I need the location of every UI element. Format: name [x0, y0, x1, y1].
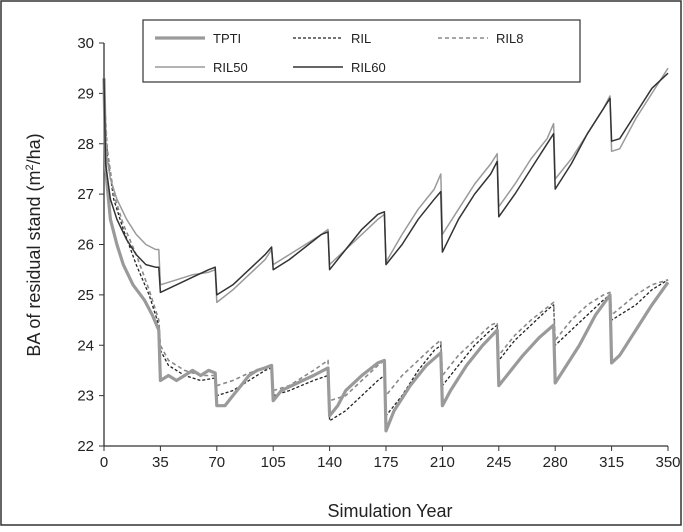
legend-box	[142, 19, 581, 83]
y-tick-label: 28	[77, 136, 94, 153]
legend-label-ril60: RIL60	[351, 60, 386, 75]
y-tick-label: 22	[77, 438, 94, 455]
legend-label-ril: RIL	[351, 31, 371, 46]
series-line-ril60	[103, 72, 669, 296]
legend-label-ril8: RIL8	[496, 31, 523, 46]
y-tick-label: 29	[77, 85, 94, 102]
x-tick-label: 210	[430, 454, 455, 471]
x-tick-label: 315	[599, 454, 624, 471]
x-tick-label: 175	[373, 454, 398, 471]
y-tick-label: 27	[77, 186, 94, 203]
y-tick-label: 24	[77, 337, 94, 354]
x-axis-title: Simulation Year	[327, 501, 452, 521]
x-tick-label: 140	[317, 454, 342, 471]
y-tick-label: 25	[77, 287, 94, 304]
legend: TPTI RIL RIL8 RIL50 RIL60	[142, 19, 581, 83]
x-tick-label: 35	[152, 454, 169, 471]
x-tick-label: 245	[486, 454, 511, 471]
y-axis-title-unit: /ha)	[24, 133, 44, 164]
series-line-tpti	[102, 78, 670, 433]
y-tick-label: 23	[77, 388, 94, 405]
x-tick-label: 70	[208, 454, 225, 471]
x-tick-label: 0	[100, 454, 108, 471]
legend-label-tpti: TPTI	[213, 31, 241, 46]
y-tick-label: 26	[77, 237, 94, 254]
x-tick-label: 350	[655, 454, 680, 471]
y-tick-label: 30	[77, 35, 94, 52]
y-axis-title-main: BA of residual stand (m	[24, 171, 44, 357]
x-tick-label: 105	[261, 454, 286, 471]
y-axis-title: BA of residual stand (m2/ha)	[24, 133, 44, 356]
legend-label-ril50: RIL50	[213, 60, 248, 75]
axes: 22 23 24 25 26 27 28 29 30 0 35 70 105 140 175 210 245 28…	[77, 35, 680, 471]
series-layer	[102, 67, 670, 433]
x-tick-label: 280	[543, 454, 568, 471]
y-axis-title-superscript: 2	[24, 164, 36, 170]
